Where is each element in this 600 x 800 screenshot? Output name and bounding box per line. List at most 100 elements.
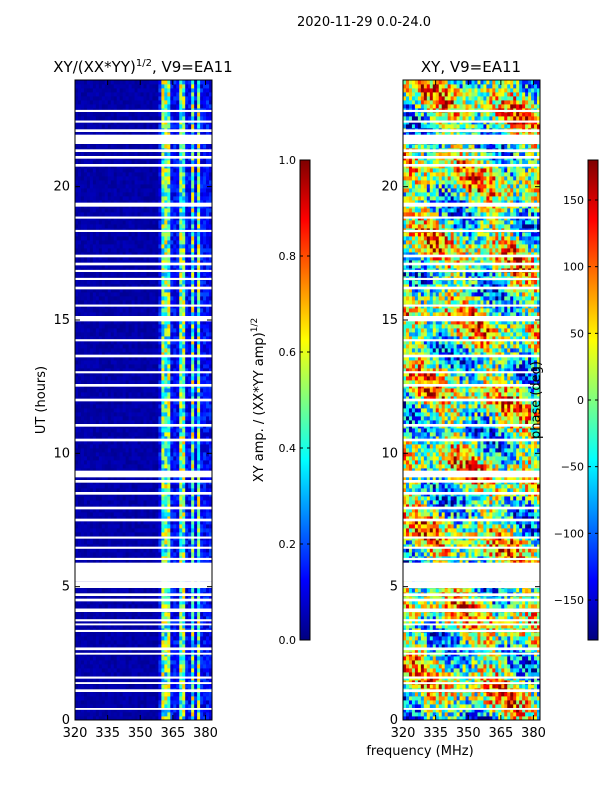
heatmap-cell [98,288,103,293]
heatmap-cell [170,544,174,549]
heatmap-cell [86,700,91,705]
heatmap-cell [131,560,135,565]
heatmap-cell [101,500,106,505]
heatmap-cell [86,428,91,433]
heatmap-cell [75,552,79,557]
heatmap-cell [191,512,195,517]
heatmap-cell [131,452,135,457]
heatmap-cell [83,320,88,325]
heatmap-cell [146,332,150,337]
heatmap-cell [143,440,147,445]
heatmap-cell [131,400,135,405]
heatmap-cell [140,400,144,405]
heatmap-cell [83,708,88,713]
heatmap-cell [197,336,201,341]
heatmap-cell [182,420,186,425]
heatmap-cell [209,604,212,609]
heatmap-cell [155,440,159,445]
heatmap-cell [83,352,88,357]
heatmap-cell [122,396,127,401]
heatmap-cell [116,508,121,513]
heatmap-cell [110,476,115,481]
heatmap-cell [75,420,79,425]
heatmap-cell [107,588,112,593]
heatmap-cell [119,624,124,629]
heatmap-cell [149,416,153,421]
heatmap-cell [164,396,168,401]
heatmap-cell [200,648,204,653]
heatmap-cell [140,408,144,413]
heatmap-cell [170,372,174,377]
heatmap-cell [128,292,132,297]
heatmap-cell [134,360,138,365]
heatmap-cell [113,376,118,381]
heatmap-cell [110,440,115,445]
heatmap-cell [107,552,112,557]
heatmap-cell [83,360,88,365]
heatmap-cell [194,668,198,673]
heatmap-cell [173,456,177,461]
heatmap-cell [182,476,186,481]
heatmap-cell [188,500,192,505]
heatmap-cell [203,388,207,393]
heatmap-cell [92,292,97,297]
heatmap-cell [110,604,115,609]
heatmap-cell [203,440,207,445]
heatmap-cell [206,488,210,493]
heatmap-cell [122,312,127,317]
heatmap-cell [101,700,106,705]
heatmap-cell [89,636,94,641]
heatmap-cell [179,380,183,385]
heatmap-cell [134,364,138,369]
heatmap-cell [116,432,121,437]
heatmap-cell [191,640,195,645]
heatmap-cell [176,684,180,689]
heatmap-cell [92,524,97,529]
heatmap-cell [98,520,103,525]
heatmap-cell [146,668,150,673]
heatmap-cell [149,640,153,645]
heatmap-cell [182,300,186,305]
heatmap-cell [110,648,115,653]
heatmap-cell [209,460,212,465]
heatmap-cell [152,684,156,689]
heatmap-cell [119,552,124,557]
heatmap-cell [188,560,192,565]
heatmap-cell [194,408,198,413]
heatmap-cell [140,308,144,313]
heatmap-cell [131,324,135,329]
heatmap-cell [116,520,121,525]
heatmap-cell [131,308,135,313]
heatmap-cell [155,456,159,461]
heatmap-cell [134,348,138,353]
heatmap-cell [158,612,162,617]
heatmap-cell [167,484,171,489]
heatmap-cell [182,524,186,529]
heatmap-cell [92,692,97,697]
heatmap-cell [164,360,168,365]
heatmap-cell [77,284,82,289]
heatmap-cell [197,616,201,621]
heatmap-cell [110,620,115,625]
heatmap-cell [98,616,103,621]
heatmap-cell [92,360,97,365]
heatmap-cell [107,400,112,405]
heatmap-cell [107,444,112,449]
heatmap-cell [188,448,192,453]
heatmap-cell [158,440,162,445]
heatmap-cell [149,460,153,465]
heatmap-cell [125,448,130,453]
heatmap-cell [98,432,103,437]
heatmap-cell [122,376,127,381]
heatmap-cell [110,684,115,689]
heatmap-cell [197,512,201,517]
heatmap-cell [173,552,177,557]
heatmap-cell [104,520,109,525]
heatmap-cell [155,548,159,553]
heatmap-cell [125,464,130,469]
heatmap-cell [143,432,147,437]
heatmap-cell [77,620,82,625]
heatmap-cell [200,560,204,565]
heatmap-cell [182,396,186,401]
heatmap-cell [86,356,91,361]
